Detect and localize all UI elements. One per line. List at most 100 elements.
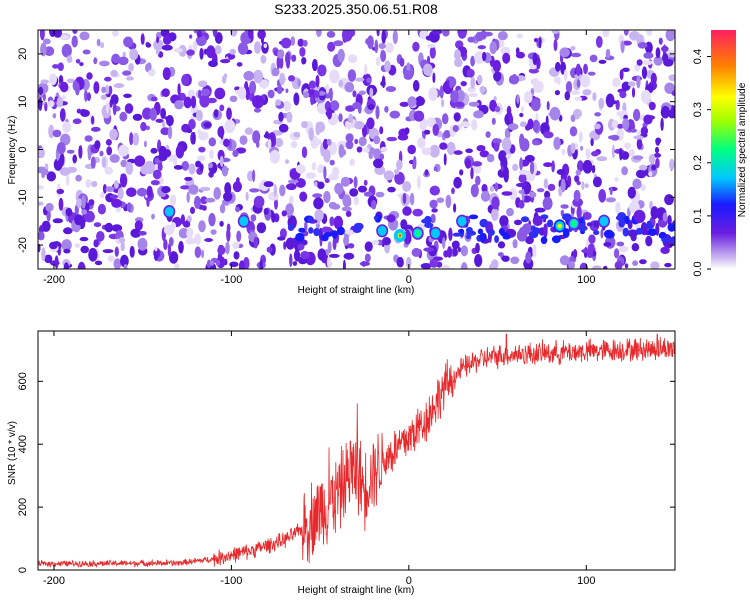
spectrogram-blob: [40, 79, 49, 84]
spectrogram-blob: [383, 170, 395, 181]
spectrogram-blob: [407, 144, 417, 155]
spectrogram-hotspot: [377, 225, 387, 236]
spectrogram-blob: [232, 181, 242, 193]
spectrogram-blob: [153, 164, 159, 171]
spectrogram-blob: [477, 45, 486, 50]
spectrogram-blob: [161, 121, 166, 128]
spectrogram-blob: [93, 222, 102, 228]
spectrogram-blob: [453, 112, 461, 122]
spectrogram-blob: [411, 247, 421, 257]
spectrogram-blob: [620, 151, 630, 160]
spectrogram-blob: [663, 59, 674, 67]
spectrogram-blob: [274, 198, 278, 210]
spectrogram-hotspot: [431, 228, 440, 239]
snr-panel: -200 -100 0 100 0 200 400 600 Height of straig…: [7, 330, 676, 596]
spectrogram-blob: [452, 125, 459, 132]
spectrogram-blob: [72, 154, 77, 164]
spectrogram-blob: [75, 174, 82, 182]
spectrogram-blob: [48, 124, 55, 139]
spectrogram-blob: [374, 39, 379, 54]
spectrogram-blob: [590, 138, 594, 147]
spectrogram-blob: [53, 30, 62, 38]
spectrogram-blob: [109, 154, 120, 163]
spectrogram-blob: [547, 183, 556, 191]
spectrogram-blob: [102, 249, 114, 254]
spectrogram-blob: [471, 119, 478, 131]
spectrogram-blob: [110, 69, 118, 77]
spectrogram-blob: [441, 113, 449, 125]
spectrogram-blob: [286, 183, 297, 191]
spectrogram-blob: [603, 242, 612, 247]
spectrogram-blob: [173, 165, 183, 170]
spectrogram-blob: [74, 243, 81, 248]
spectrogram-blob: [291, 54, 297, 62]
spectrogram-blob: [431, 208, 438, 213]
spectrogram-blob: [519, 133, 525, 148]
spectrogram-blob: [206, 45, 216, 59]
spectrogram-blob: [532, 119, 540, 133]
spectrogram-blob: [303, 39, 308, 47]
spectrogram-blob: [343, 234, 350, 246]
spectrogram-blob: [168, 251, 179, 264]
spectrogram-band-blob: [323, 232, 333, 237]
spectrogram-blob: [38, 97, 43, 111]
spectrogram-blob: [568, 261, 575, 269]
colorbar-ticks: 0.0 0.1 0.2 0.3 0.4: [692, 49, 711, 277]
spectrogram-band-blob: [520, 216, 530, 223]
spectrogram-blob: [305, 172, 316, 179]
spectrogram-blob: [417, 175, 421, 190]
spectrogram-blob: [76, 108, 82, 114]
spectrogram-blob: [397, 134, 409, 141]
spectrogram-blob: [334, 182, 344, 195]
spectrogram-blob: [492, 59, 501, 73]
spectrogram-blob: [219, 203, 226, 214]
spectrogram-blob: [105, 139, 112, 146]
spectrogram-blob: [323, 149, 331, 163]
spectrogram-blob: [637, 42, 648, 49]
spectrogram-blob: [38, 231, 45, 241]
x-tick-label: -200: [43, 575, 65, 587]
spectrogram-blob: [56, 96, 64, 108]
spectrogram-blob: [332, 236, 337, 251]
spectrogram-blob: [466, 68, 475, 78]
spectrogram-blob: [263, 208, 269, 215]
spectrogram-blob: [99, 150, 104, 157]
spectrogram-blob: [497, 31, 508, 41]
x-tick-label: 100: [577, 575, 595, 587]
spectrogram-blob: [628, 201, 640, 214]
spectrogram-blob: [38, 243, 41, 253]
spectrogram-blob: [38, 201, 44, 206]
spectrogram-blob: [453, 150, 463, 155]
spectrogram-blob: [164, 149, 172, 158]
spectrogram-blob: [543, 223, 548, 238]
spectrogram-blob: [611, 144, 615, 159]
spectrogram-band-blob: [635, 227, 644, 235]
spectrogram-blob: [352, 102, 362, 110]
spectrogram-blob: [569, 126, 578, 137]
spectrogram-blob: [282, 100, 292, 112]
spectrogram-blob: [648, 101, 656, 111]
spectrogram-blob: [42, 93, 46, 102]
spectrogram-blob: [105, 186, 115, 193]
spectrogram-blob: [84, 135, 93, 142]
spectrogram-blob: [265, 131, 269, 137]
spectrogram-hotspot: [252, 95, 264, 109]
spectrogram-band-blob: [615, 215, 621, 220]
spectrogram-blob: [97, 203, 106, 215]
spectrogram-blob: [509, 188, 518, 200]
spectrogram-blob: [516, 229, 528, 242]
spectrogram-blob: [510, 256, 520, 265]
spectrogram-blob: [347, 243, 355, 249]
spectrogram-blob: [108, 85, 113, 96]
spectrogram-blob: [623, 30, 629, 36]
spectrogram-blob: [341, 30, 353, 42]
spectrogram-blob: [345, 133, 354, 143]
spectrogram-blob: [650, 206, 659, 220]
snr-frame: [37, 330, 676, 571]
spectrogram-blob: [536, 188, 545, 193]
spectrogram-blob: [575, 169, 581, 176]
spectrogram-blob: [636, 59, 643, 66]
spectrogram-blob: [208, 137, 217, 147]
spectrogram-blob: [129, 245, 135, 258]
spectrogram-blob: [114, 246, 119, 257]
